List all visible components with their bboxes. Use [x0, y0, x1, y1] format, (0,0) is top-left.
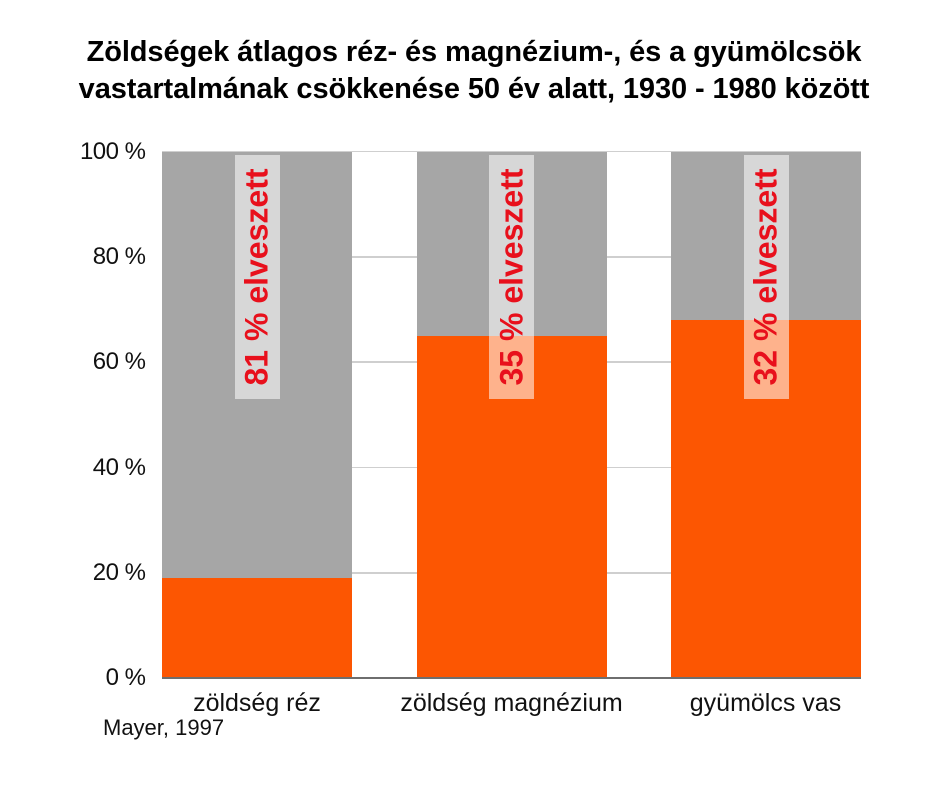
bar-zoldseg-rez-annotation: 81 % elveszett: [238, 168, 275, 386]
bar-zoldseg-magnezium-annotation: 35 % elveszett: [493, 168, 529, 386]
bar-zoldseg-rez-annotation-strip: 81 % elveszett: [234, 154, 280, 399]
bar-zoldseg-rez-remaining-segment: [162, 578, 352, 679]
bar-zoldseg-magnezium-annotation-strip: 35 % elveszett: [489, 154, 534, 399]
y-tick-label-100: 100 %: [79, 137, 146, 165]
y-tick-label-0: 0 %: [105, 664, 146, 692]
x-category-label-zoldseg-magnezium: zöldség magnézium: [400, 688, 623, 717]
x-category-label-zoldseg-rez: zöldség réz: [193, 688, 321, 717]
plot-area: 81 % elveszett 35 % elveszett 32 % elves…: [162, 150, 861, 680]
chart-title-line-2: vastartalmának csökkenése 50 év alatt, 1…: [78, 72, 870, 105]
chart-title-line-1: Zöldségek átlagos réz- és magnézium-, és…: [86, 35, 862, 68]
bar-gyumolcs-vas-annotation-strip: 32 % elveszett: [743, 154, 789, 399]
y-tick-label-80: 80 %: [92, 242, 146, 270]
y-tick-label-20: 20 %: [92, 558, 146, 586]
x-axis-line: [162, 677, 861, 680]
bar-gyumolcs-vas: 32 % elveszett: [671, 151, 861, 679]
chart-title: Zöldségek átlagos réz- és magnézium-, és…: [8, 34, 940, 108]
y-tick-label-40: 40 %: [92, 453, 146, 481]
bar-zoldseg-rez: 81 % elveszett: [162, 151, 352, 679]
source-note: Mayer, 1997: [103, 715, 225, 741]
bar-gyumolcs-vas-annotation: 32 % elveszett: [747, 168, 784, 386]
x-category-label-gyumolcs-vas: gyümölcs vas: [689, 688, 842, 717]
y-tick-label-60: 60 %: [92, 348, 146, 376]
bar-zoldseg-magnezium: 35 % elveszett: [416, 151, 607, 679]
